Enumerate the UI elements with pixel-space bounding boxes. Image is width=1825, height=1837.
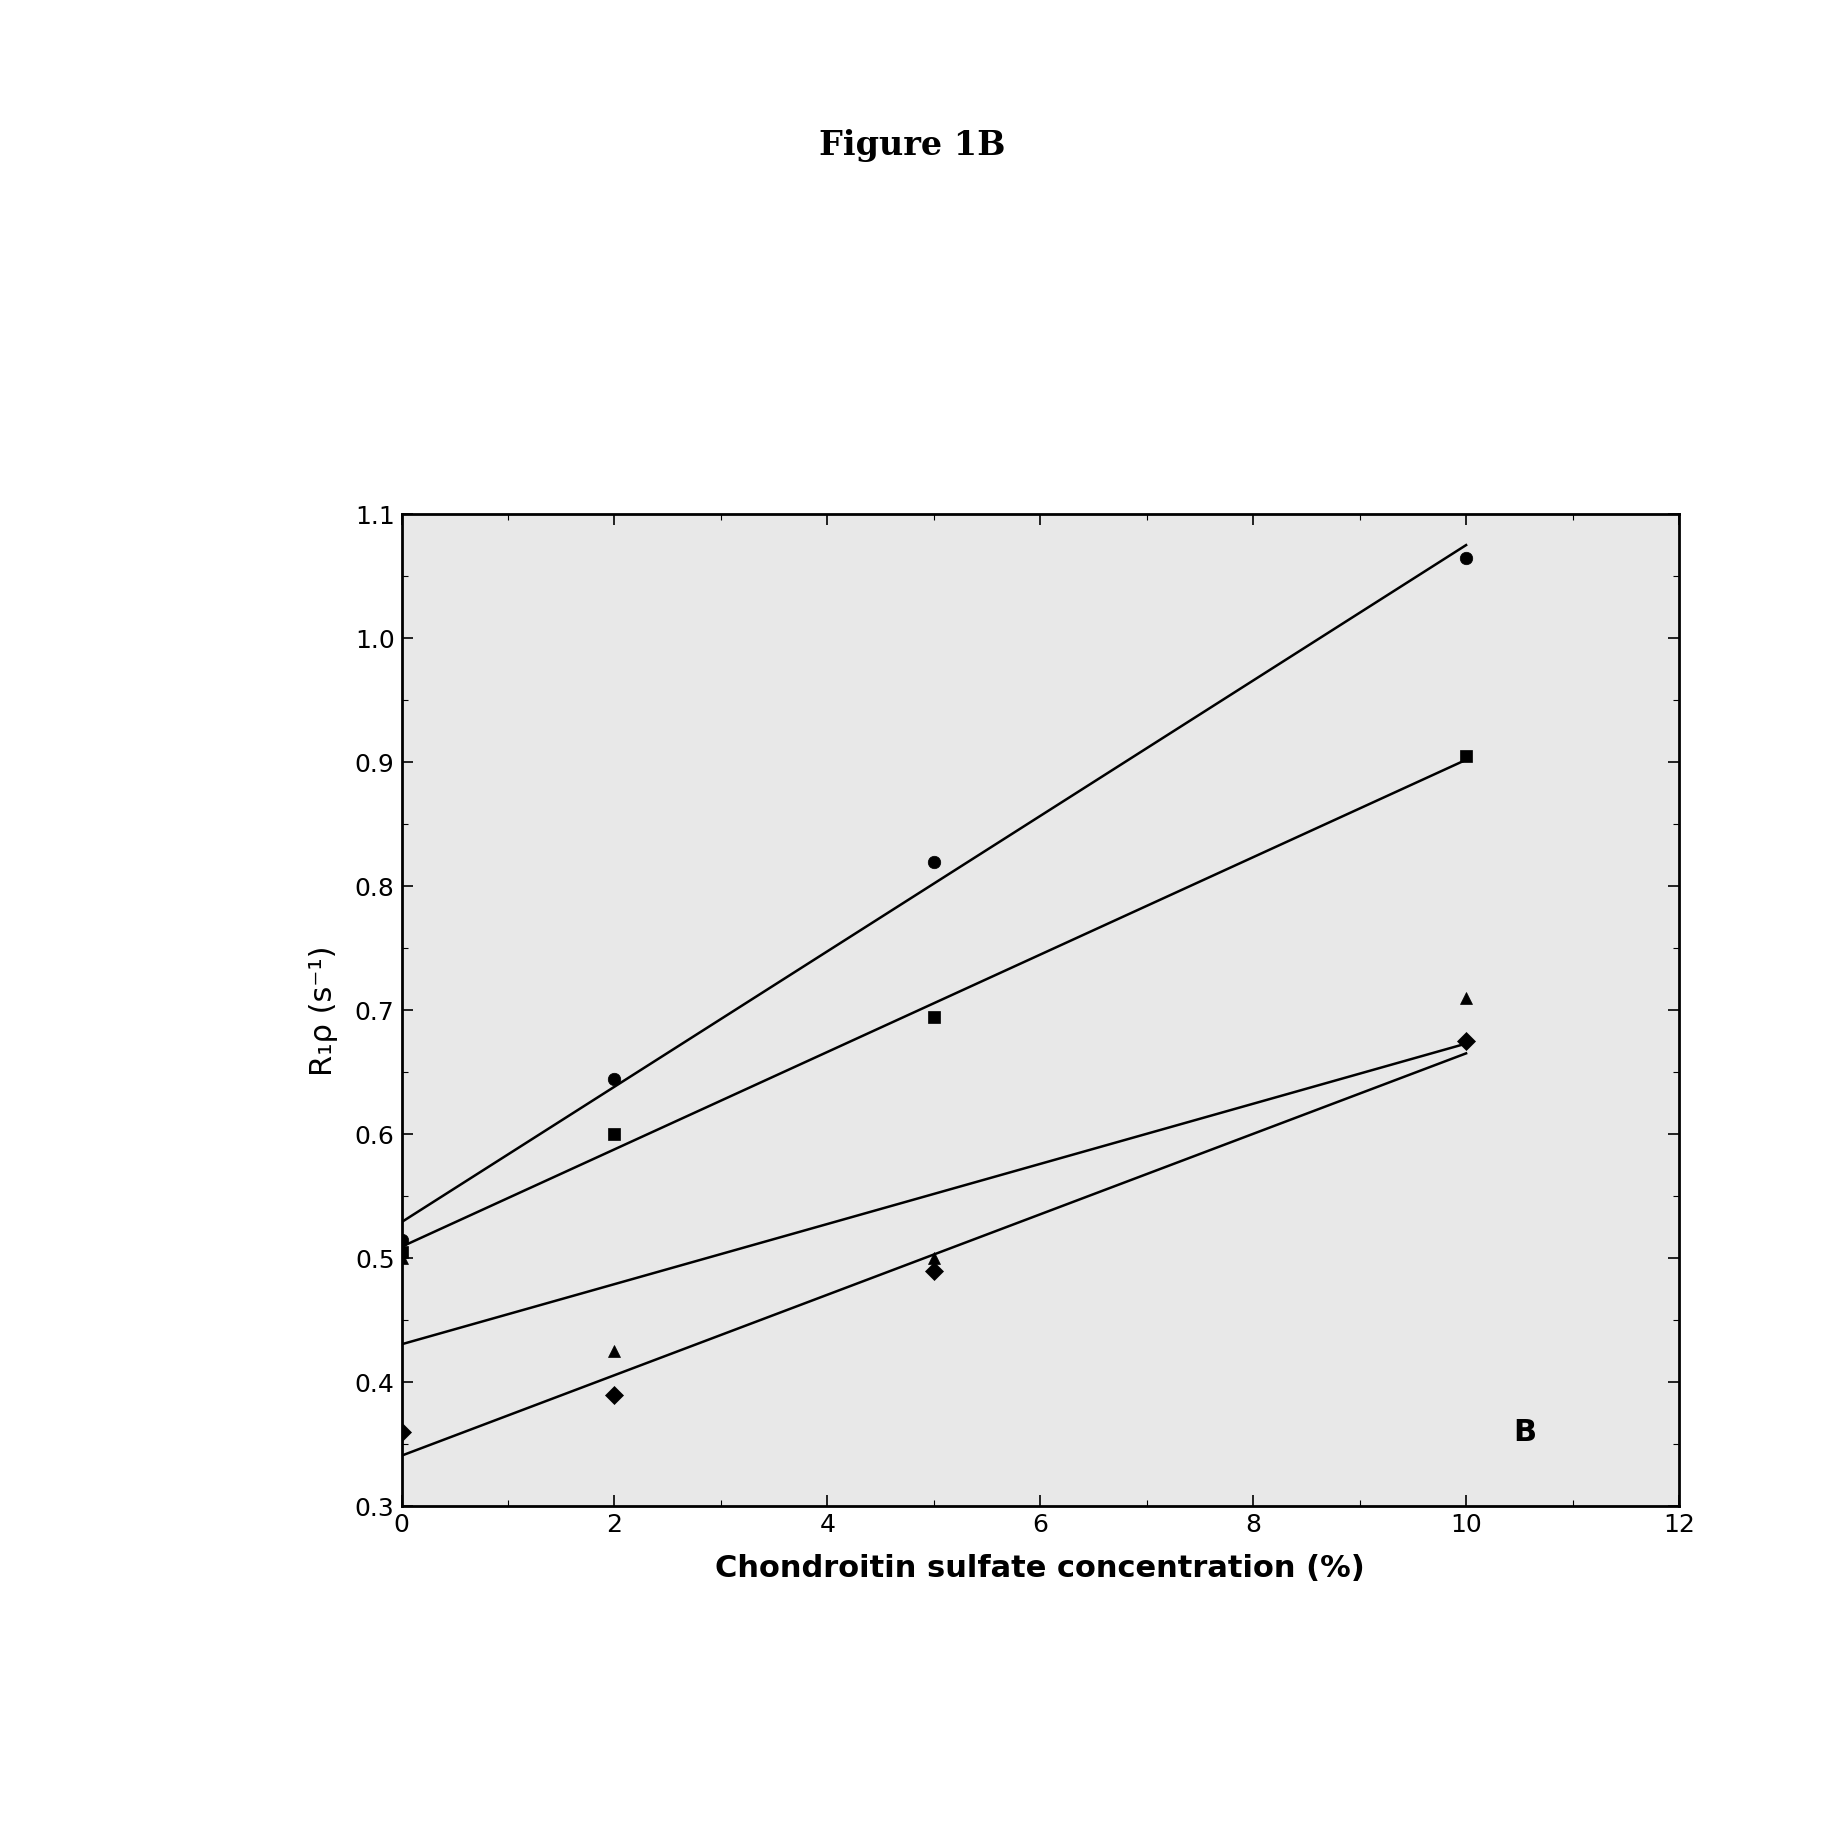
Y-axis label: R₁ρ (s⁻¹): R₁ρ (s⁻¹) [308, 944, 338, 1076]
Text: B: B [1513, 1418, 1537, 1448]
Text: Figure 1B: Figure 1B [819, 129, 1006, 162]
X-axis label: Chondroitin sulfate concentration (%): Chondroitin sulfate concentration (%) [715, 1554, 1365, 1583]
